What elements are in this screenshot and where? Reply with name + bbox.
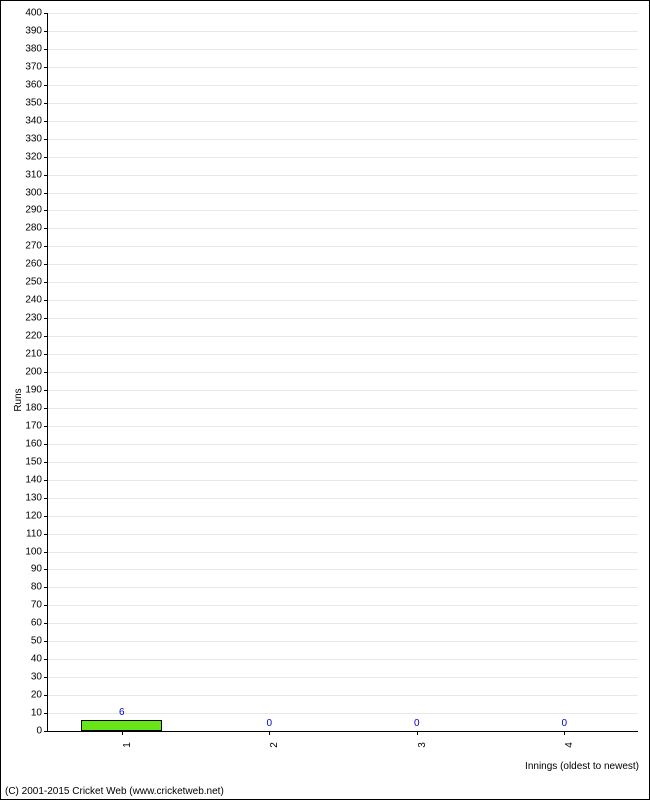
y-tick-label: 190	[25, 384, 48, 395]
plot-area: 0102030405060708090100110120130140150160…	[47, 13, 638, 732]
gridline	[48, 49, 638, 50]
y-tick-label: 350	[25, 97, 48, 108]
copyright-text: (C) 2001-2015 Cricket Web (www.cricketwe…	[5, 786, 224, 797]
gridline	[48, 228, 638, 229]
y-tick-label: 20	[31, 690, 48, 701]
gridline	[48, 605, 638, 606]
y-tick-label: 340	[25, 115, 48, 126]
y-tick-label: 390	[25, 25, 48, 36]
gridline	[48, 318, 638, 319]
y-tick-label: 240	[25, 295, 48, 306]
gridline	[48, 498, 638, 499]
y-tick-label: 10	[31, 708, 48, 719]
x-tick-label: 4	[564, 742, 575, 748]
gridline	[48, 462, 638, 463]
gridline	[48, 408, 638, 409]
gridline	[48, 139, 638, 140]
y-tick-label: 170	[25, 420, 48, 431]
gridline	[48, 623, 638, 624]
y-tick-label: 260	[25, 259, 48, 270]
y-tick-label: 70	[31, 600, 48, 611]
gridline	[48, 426, 638, 427]
gridline	[48, 659, 638, 660]
gridline	[48, 193, 638, 194]
gridline	[48, 534, 638, 535]
y-tick-label: 210	[25, 349, 48, 360]
gridline	[48, 103, 638, 104]
x-tick-mark	[564, 731, 565, 735]
chart-container: Runs 01020304050607080901001101201301401…	[0, 0, 650, 800]
y-tick-label: 0	[36, 726, 48, 737]
y-tick-label: 360	[25, 79, 48, 90]
gridline	[48, 587, 638, 588]
gridline	[48, 390, 638, 391]
gridline	[48, 264, 638, 265]
gridline	[48, 300, 638, 301]
gridline	[48, 372, 638, 373]
gridline	[48, 13, 638, 14]
y-tick-label: 40	[31, 654, 48, 665]
gridline	[48, 246, 638, 247]
y-tick-label: 100	[25, 546, 48, 557]
y-tick-label: 50	[31, 636, 48, 647]
gridline	[48, 695, 638, 696]
y-tick-label: 400	[25, 8, 48, 19]
y-tick-label: 290	[25, 205, 48, 216]
y-axis-label: Runs	[13, 388, 24, 411]
gridline	[48, 641, 638, 642]
y-tick-label: 250	[25, 277, 48, 288]
y-tick-label: 30	[31, 672, 48, 683]
y-tick-label: 110	[26, 528, 48, 539]
y-tick-label: 60	[31, 618, 48, 629]
y-tick-label: 180	[25, 402, 48, 413]
gridline	[48, 713, 638, 714]
gridline	[48, 444, 638, 445]
y-tick-label: 200	[25, 367, 48, 378]
y-tick-label: 130	[25, 492, 48, 503]
y-tick-label: 370	[25, 61, 48, 72]
gridline	[48, 210, 638, 211]
y-tick-label: 120	[25, 510, 48, 521]
gridline	[48, 552, 638, 553]
gridline	[48, 354, 638, 355]
y-tick-label: 160	[25, 438, 48, 449]
gridline	[48, 480, 638, 481]
gridline	[48, 282, 638, 283]
y-tick-label: 380	[25, 43, 48, 54]
y-tick-label: 150	[25, 456, 48, 467]
gridline	[48, 85, 638, 86]
gridline	[48, 121, 638, 122]
gridline	[48, 67, 638, 68]
gridline	[48, 157, 638, 158]
bar-value-label: 0	[414, 718, 420, 729]
x-tick-mark	[122, 731, 123, 735]
y-tick-label: 90	[31, 564, 48, 575]
x-tick-mark	[269, 731, 270, 735]
y-tick-label: 230	[25, 313, 48, 324]
y-tick-label: 320	[25, 151, 48, 162]
gridline	[48, 31, 638, 32]
x-tick-label: 1	[122, 742, 133, 748]
y-tick-label: 330	[25, 133, 48, 144]
bar-value-label: 0	[266, 718, 272, 729]
y-tick-label: 140	[25, 474, 48, 485]
y-tick-label: 80	[31, 582, 48, 593]
x-tick-label: 3	[417, 742, 428, 748]
y-tick-label: 220	[25, 331, 48, 342]
x-axis-label: Innings (oldest to newest)	[525, 761, 639, 772]
x-tick-label: 2	[269, 742, 280, 748]
gridline	[48, 516, 638, 517]
bar	[81, 720, 162, 731]
y-tick-label: 280	[25, 223, 48, 234]
y-tick-label: 310	[25, 169, 48, 180]
bar-value-label: 6	[119, 707, 125, 718]
gridline	[48, 336, 638, 337]
y-tick-label: 300	[25, 187, 48, 198]
gridline	[48, 569, 638, 570]
x-tick-mark	[417, 731, 418, 735]
gridline	[48, 175, 638, 176]
y-tick-label: 270	[25, 241, 48, 252]
gridline	[48, 677, 638, 678]
bar-value-label: 0	[561, 718, 567, 729]
